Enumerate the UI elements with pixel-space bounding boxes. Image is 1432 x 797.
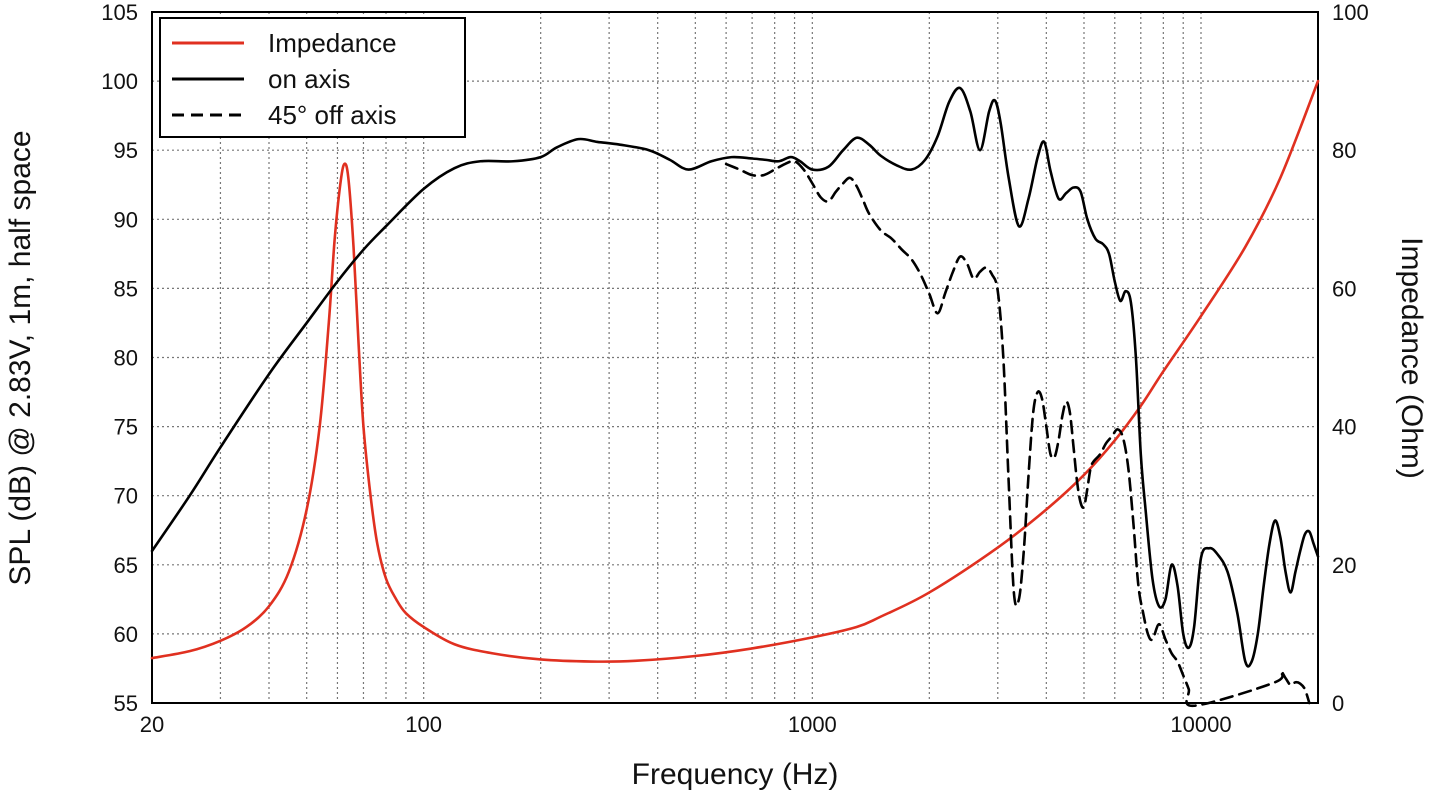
y-right-tick-label: 40 (1332, 415, 1356, 440)
y-left-tick-label: 75 (114, 415, 138, 440)
legend-label-on-axis: on axis (268, 64, 350, 94)
plot-frame (151, 11, 1319, 704)
x-axis-title: Frequency (Hz) (632, 758, 839, 791)
y-left-tick-label: 95 (114, 138, 138, 163)
legend: Impedance on axis 45° off axis (159, 17, 466, 138)
x-tick-label: 20 (140, 712, 164, 737)
tick-labels: 20 100 1000 10000 55 60 65 70 75 80 85 90 95 100 105 0 2… (101, 0, 1368, 737)
y-right-tick-label: 0 (1332, 691, 1344, 716)
legend-label-off-axis: 45° off axis (268, 100, 396, 130)
series-line-on-axis (150, 86, 1320, 668)
series-line-off-axis (724, 159, 1311, 708)
y-axis-left-title: SPL (dB) @ 2.83V, 1m, half space (4, 130, 37, 585)
y-right-tick-label: 60 (1332, 276, 1356, 301)
x-tick-label: 10000 (1170, 712, 1231, 737)
y-right-tick-label: 20 (1332, 553, 1356, 578)
y-right-tick-label: 100 (1332, 0, 1369, 25)
legend-label-impedance: Impedance (268, 28, 397, 58)
y-left-tick-label: 80 (114, 346, 138, 371)
y-left-tick-label: 90 (114, 207, 138, 232)
y-axis-right-title: Impedance (Ohm) (1395, 237, 1428, 479)
y-right-tick-label: 80 (1332, 138, 1356, 163)
y-left-tick-label: 65 (114, 553, 138, 578)
y-left-tick-label: 70 (114, 484, 138, 509)
x-tick-label: 100 (405, 712, 442, 737)
series-line-impedance (150, 79, 1320, 663)
y-left-tick-label: 100 (101, 69, 138, 94)
series-layer (150, 79, 1320, 708)
y-left-tick-label: 85 (114, 276, 138, 301)
y-left-tick-label: 55 (114, 691, 138, 716)
y-left-tick-label: 105 (101, 0, 138, 25)
x-tick-label: 1000 (788, 712, 837, 737)
y-left-tick-label: 60 (114, 622, 138, 647)
